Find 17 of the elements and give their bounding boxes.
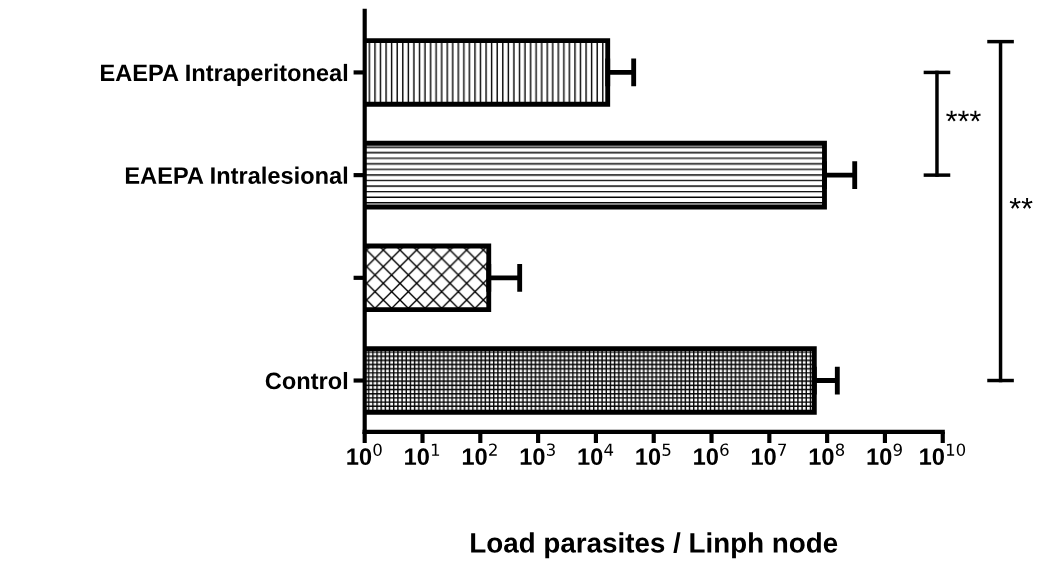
text: ** [1009,197,1033,209]
text: *** [946,110,981,122]
y-tick-label: EAEPA Intraperitoneal [101,63,348,86]
y-tick-label: EAEPA Intralesional [125,166,348,184]
x-tick-label: 10$^{2}$ [462,443,497,466]
x-tick-label: 10$^{1}$ [405,443,440,466]
x-tick-label: 10$^{5}$ [636,443,671,466]
x-tick-label: 10$^{3}$ [520,443,555,466]
x-tick-label: 10$^{7}$ [751,443,787,466]
x-axis-title: Load parasites / Linph node [471,532,838,559]
x-tick-label: 10$^{9}$ [867,443,902,466]
x-tick-label: 10$^{6}$ [694,443,729,466]
x-tick-label: 10$^{10}$ [920,443,966,466]
y-tick-label: Control [265,371,348,390]
x-tick-label: 10$^{0}$ [347,443,382,466]
x-tick-label: 10$^{4}$ [578,443,614,466]
x-tick-label: 10$^{8}$ [809,443,845,466]
